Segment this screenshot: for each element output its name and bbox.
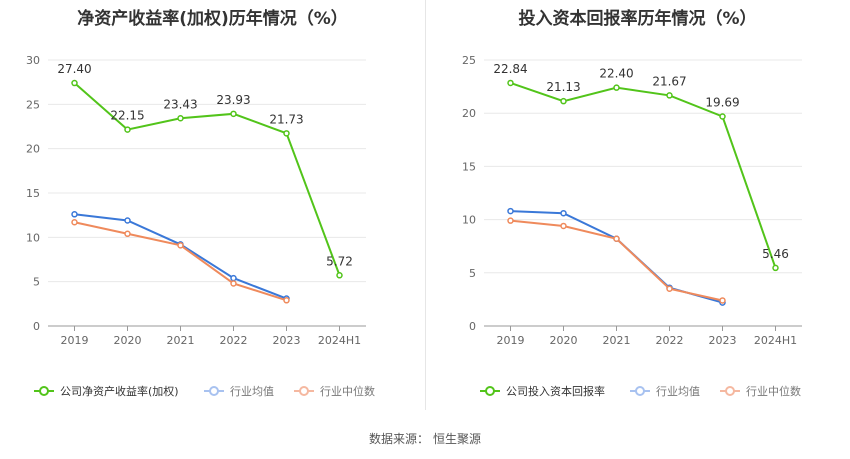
data-point	[283, 297, 290, 304]
y-tick-label: 20	[462, 107, 476, 120]
data-label: 22.40	[599, 67, 633, 81]
data-point	[124, 217, 131, 224]
data-point	[560, 209, 567, 217]
legend-marker	[299, 386, 309, 396]
data-point	[336, 272, 343, 279]
chart-title-roe: 净资产收益率(加权)历年情况（%）	[77, 9, 348, 29]
legend-marker	[485, 386, 495, 396]
series-line	[74, 213, 287, 300]
legend-label: 行业中位数	[320, 384, 375, 398]
legend-label: 行业均值	[230, 385, 274, 398]
y-tick-label: 15	[462, 160, 476, 173]
x-tick-label: 2021	[603, 334, 631, 347]
x-tick-label: 2019	[497, 334, 525, 347]
legend-marker	[635, 386, 645, 396]
data-point	[666, 285, 673, 293]
x-tick-label: 2020	[550, 334, 578, 347]
legend-label: 公司投入资本回报率	[506, 384, 605, 398]
y-tick-label: 0	[33, 320, 40, 333]
data-point	[719, 297, 726, 304]
y-tick-label: 10	[26, 231, 40, 244]
data-point	[71, 211, 78, 218]
x-tick-label: 2022	[220, 334, 248, 347]
x-tick-label: 2019	[61, 334, 89, 347]
x-tick-label: 2022	[656, 334, 684, 347]
data-label: 27.40	[57, 62, 91, 76]
data-point	[560, 97, 567, 105]
data-label: 23.43	[163, 97, 197, 111]
y-tick-label: 0	[469, 320, 476, 333]
y-tick-label: 10	[462, 214, 476, 227]
y-tick-label: 15	[26, 187, 40, 200]
series-line	[73, 82, 341, 276]
y-tick-label: 5	[33, 276, 40, 289]
data-label: 19.69	[705, 95, 739, 109]
data-label: 23.93	[216, 93, 250, 107]
legend-marker	[209, 386, 219, 396]
data-point	[772, 264, 779, 272]
legend-label: 行业中位数	[746, 384, 801, 398]
data-point	[283, 130, 290, 137]
data-point	[124, 126, 131, 133]
data-point	[177, 242, 184, 249]
data-point	[560, 222, 567, 230]
data-label: 22.84	[493, 62, 527, 76]
data-point	[507, 79, 514, 87]
chart-title-roic: 投入资本回报率历年情况（%）	[518, 9, 757, 29]
x-tick-label: 2024H1	[318, 334, 361, 347]
x-tick-label: 2023	[709, 334, 737, 347]
data-source: 数据来源： 恒生聚源	[0, 430, 850, 447]
data-label: 21.13	[546, 80, 580, 94]
y-tick-label: 25	[26, 98, 40, 111]
data-label: 21.67	[652, 74, 686, 88]
data-point	[71, 79, 78, 87]
data-point	[177, 115, 184, 122]
data-point	[613, 84, 620, 91]
data-source-label: 数据来源：	[368, 432, 429, 446]
data-point	[666, 92, 673, 99]
legend-label: 行业均值	[656, 385, 700, 398]
data-point	[230, 274, 237, 282]
data-point	[507, 207, 514, 215]
y-tick-label: 25	[462, 54, 476, 67]
series-line	[510, 82, 777, 269]
data-point	[71, 219, 78, 226]
y-tick-label: 30	[26, 54, 40, 67]
legend-marker	[39, 386, 49, 396]
data-point	[124, 230, 131, 238]
x-tick-label: 2024H1	[754, 334, 797, 347]
legend-marker	[725, 386, 735, 396]
data-point	[719, 113, 726, 120]
x-tick-label: 2021	[167, 334, 195, 347]
data-point	[507, 217, 514, 224]
legend-label: 公司净资产收益率(加权)	[60, 384, 179, 398]
series-line	[510, 219, 723, 302]
y-tick-label: 20	[26, 143, 40, 156]
y-tick-label: 5	[469, 267, 476, 280]
data-point	[230, 280, 237, 287]
x-tick-label: 2023	[273, 334, 301, 347]
series-line	[74, 221, 287, 302]
chart-divider	[425, 0, 426, 410]
x-tick-label: 2020	[114, 334, 142, 347]
data-label: 5.46	[762, 247, 789, 261]
data-source-provider: 恒生聚源	[433, 432, 482, 446]
data-label: 22.15	[110, 109, 144, 123]
data-label: 5.72	[326, 254, 353, 268]
data-point	[230, 110, 237, 118]
data-point	[613, 235, 620, 243]
data-label: 21.73	[269, 112, 303, 126]
